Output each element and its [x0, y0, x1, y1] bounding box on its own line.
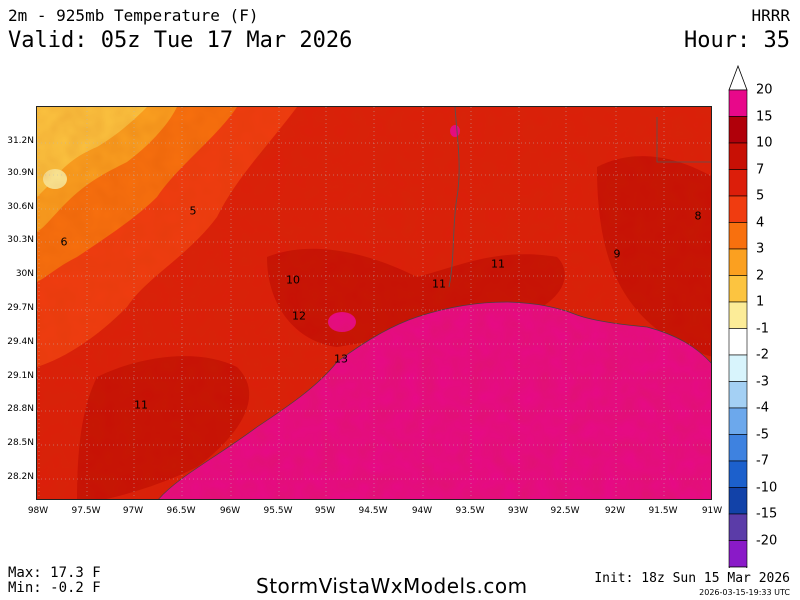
legend-swatch [728, 381, 748, 409]
lat-label: 30.9N [7, 168, 34, 178]
lat-label: 29.1N [7, 371, 34, 381]
coastline [158, 301, 711, 499]
temperature-value-label: 9 [613, 247, 621, 261]
lat-label: 30.6N [7, 202, 34, 212]
legend-top-arrow [728, 64, 748, 91]
lon-label: 93W [507, 506, 529, 516]
legend-swatch [728, 513, 748, 541]
lon-label: 94W [411, 506, 433, 516]
temperature-value-label: 6 [60, 235, 68, 249]
lat-label: 29.4N [7, 337, 34, 347]
temperature-value-label: 10 [286, 273, 300, 287]
legend-label: -20 [756, 533, 778, 548]
temperature-map: 5 6 10 12 13 11 11 11 9 8 [36, 106, 712, 500]
lat-label: 28.8N [7, 404, 34, 414]
legend-label: -10 [756, 480, 778, 495]
temperature-value-label: 13 [334, 352, 348, 366]
legend-swatch [728, 354, 748, 382]
legend-label: -3 [756, 374, 769, 389]
legend-label: 10 [756, 135, 773, 151]
legend-swatch [728, 407, 748, 435]
lon-label: 98W [27, 506, 49, 516]
legend-swatch [728, 142, 748, 170]
lat-label: 30N [15, 269, 34, 279]
legend-swatch [728, 222, 748, 250]
stats-box: Max: 17.3 F Min: -0.2 F [8, 566, 101, 596]
legend-swatch [728, 487, 748, 515]
legend-bar [728, 64, 748, 568]
legend-swatch [728, 301, 748, 329]
legend-label: -2 [756, 347, 769, 363]
temperature-value-label: 5 [189, 204, 197, 218]
lat-label: 28.2N [7, 472, 34, 482]
legend-swatch [728, 275, 748, 303]
lon-label: 92W [604, 506, 626, 516]
temperature-value-label: 11 [491, 257, 505, 271]
legend-label: 1 [756, 294, 765, 310]
county-border-east [656, 117, 711, 163]
legend-label: 2 [756, 268, 765, 283]
chart-title: 2m - 925mb Temperature (F) [8, 6, 259, 25]
lon-label: 95.5W [263, 506, 293, 516]
legend-label: -5 [756, 427, 769, 442]
lon-label: 94.5W [358, 506, 388, 516]
lat-label: 28.5N [7, 438, 34, 448]
site-watermark: StormVistaWxModels.com [256, 574, 528, 598]
legend-swatch [728, 169, 748, 197]
lon-label: 96W [219, 506, 241, 516]
lat-label: 29.7N [7, 303, 34, 313]
legend-swatch [728, 89, 748, 117]
legend-bottom-arrow [728, 566, 748, 568]
legend-swatch [728, 434, 748, 462]
init-time: Init: 18z Sun 15 Mar 2026 [594, 571, 790, 586]
forecast-hour: Hour: 35 [684, 28, 790, 53]
generated-stamp: 2026-03-15-19:33 UTC [699, 588, 790, 597]
lon-label: 93.5W [455, 506, 485, 516]
legend-swatch [728, 460, 748, 488]
lon-label: 97W [122, 506, 144, 516]
model-name: HRRR [751, 6, 790, 25]
legend-label: -7 [756, 453, 769, 469]
min-value: Min: -0.2 F [8, 580, 101, 596]
lon-label: 91.5W [648, 506, 678, 516]
valid-time: Valid: 05z Tue 17 Mar 2026 [8, 28, 353, 53]
legend-label: -1 [756, 321, 769, 336]
lon-label: 95W [314, 506, 336, 516]
temperature-value-label: 11 [432, 277, 446, 291]
legend-label: 3 [756, 241, 765, 257]
lon-label: 96.5W [166, 506, 196, 516]
lon-label: 91W [701, 506, 723, 516]
legend-label: -15 [756, 506, 778, 522]
map-field [37, 107, 711, 499]
state-border [448, 107, 460, 288]
temperature-value-label: 12 [292, 309, 306, 323]
legend-label: 20 [756, 82, 773, 98]
lat-label: 30.3N [7, 235, 34, 245]
legend-swatch [728, 116, 748, 144]
temperature-value-label: 11 [134, 398, 148, 412]
temperature-value-label: 8 [694, 209, 702, 223]
legend-swatch [728, 540, 748, 568]
legend-label: 4 [756, 215, 765, 230]
legend-label: 5 [756, 188, 765, 204]
legend-swatch [728, 195, 748, 223]
legend-swatch [728, 248, 748, 276]
lon-label: 97.5W [71, 506, 101, 516]
lat-label: 31.2N [7, 136, 34, 146]
legend-swatch [728, 328, 748, 356]
max-value: Max: 17.3 F [8, 565, 101, 581]
color-legend: 20 15 10 7 5 4 3 2 1 -1 -2 -3 -4 -5 -7 -10 -15 -20 [728, 62, 798, 568]
legend-label: -4 [756, 400, 769, 416]
lon-label: 92.5W [550, 506, 580, 516]
legend-label: 7 [756, 162, 765, 177]
legend-label: 15 [756, 109, 773, 124]
